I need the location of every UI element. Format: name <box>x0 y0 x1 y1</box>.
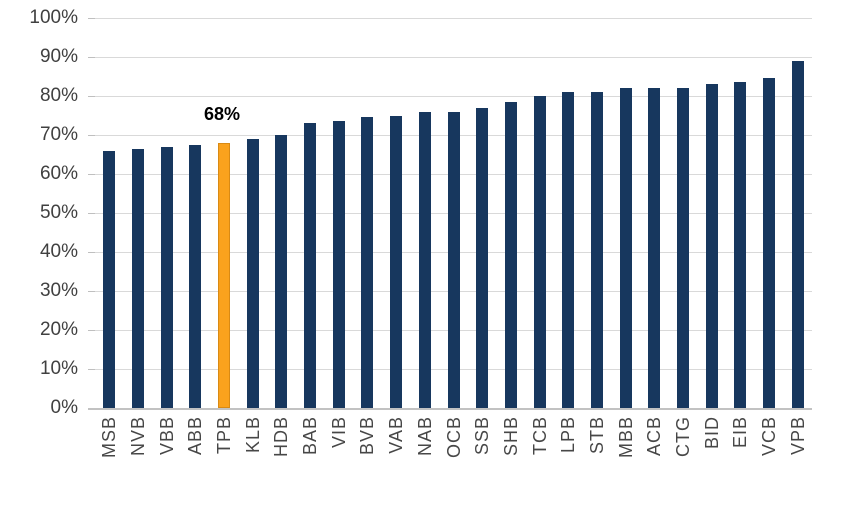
y-axis-tick-label: 100% <box>29 7 78 28</box>
y-tick-mark <box>88 291 95 292</box>
bar-VIB <box>332 121 345 408</box>
x-axis-tick-label-VCB: VCB <box>758 416 779 457</box>
x-axis-tick-label-BAB: BAB <box>300 416 321 456</box>
bar-STB <box>590 92 603 408</box>
x-axis-tick-label-VBB: VBB <box>156 416 177 456</box>
x-axis-tick-label-STB: STB <box>586 416 607 455</box>
gridline-100% <box>95 18 812 19</box>
x-axis-tick-label-NVB: NVB <box>128 416 149 457</box>
y-axis-tick-label: 10% <box>39 358 78 379</box>
x-axis-tick-label-VPB: VPB <box>787 416 808 456</box>
bar-NAB <box>418 111 431 408</box>
gridline-90% <box>95 57 812 58</box>
bar-ABB <box>189 144 202 408</box>
bar-VPB <box>791 60 804 408</box>
x-axis-tick-label-BID: BID <box>701 416 722 450</box>
y-axis-tick-label: 40% <box>39 241 78 262</box>
y-axis-tick-label: 60% <box>39 163 78 184</box>
y-axis-tick-label: 50% <box>39 202 78 223</box>
x-axis-tick-label-EIB: EIB <box>730 416 751 449</box>
x-axis-tick-label-CTG: CTG <box>672 416 693 457</box>
x-axis-tick-label-VIB: VIB <box>328 416 349 449</box>
bar-LPB <box>562 92 575 408</box>
y-tick-mark <box>88 96 95 97</box>
y-axis-tick-label: 20% <box>39 319 78 340</box>
bar-TCB <box>533 96 546 408</box>
gridline-80% <box>95 96 812 97</box>
y-tick-mark <box>88 369 95 370</box>
x-axis-tick-label-MBB: MBB <box>615 416 636 459</box>
bar-MSB <box>103 150 116 408</box>
bar-ACB <box>648 88 661 408</box>
x-axis-tick-label-BVB: BVB <box>357 416 378 456</box>
y-axis-tick-label: 0% <box>50 397 78 418</box>
bar-NVB <box>132 148 145 408</box>
data-label-68-percent: 68% <box>204 104 241 124</box>
x-axis-tick-label-HDB: HDB <box>271 416 292 458</box>
bar-BAB <box>304 123 317 408</box>
bar-VAB <box>390 115 403 408</box>
bar-BVB <box>361 117 374 408</box>
y-tick-mark <box>88 330 95 331</box>
x-axis-tick-label-SSB: SSB <box>472 416 493 456</box>
bar-SHB <box>504 101 517 408</box>
x-axis-tick-label-ABB: ABB <box>185 416 206 456</box>
y-tick-mark <box>88 57 95 58</box>
y-tick-mark <box>88 174 95 175</box>
highlighted-bar-TPB <box>218 142 231 408</box>
y-tick-mark <box>88 18 95 19</box>
y-axis-tick-label: 90% <box>39 46 78 67</box>
bar-KLB <box>246 138 259 408</box>
x-axis-tick-label-TPB: TPB <box>214 416 235 455</box>
y-axis-tick-label: 70% <box>39 124 78 145</box>
x-axis-tick-label-KLB: KLB <box>242 416 263 454</box>
bar-SSB <box>476 107 489 408</box>
x-axis-tick-label-SHB: SHB <box>500 416 521 457</box>
bar-OCB <box>447 111 460 408</box>
y-tick-mark <box>88 213 95 214</box>
x-axis-tick-label-ACB: ACB <box>644 416 665 457</box>
x-axis-tick-label-LPB: LPB <box>558 416 579 454</box>
bar-VCB <box>762 78 775 408</box>
x-axis-tick-label-VAB: VAB <box>386 416 407 454</box>
bar-HDB <box>275 135 288 408</box>
y-tick-mark <box>88 252 95 253</box>
x-axis-tick-label-MSB: MSB <box>99 416 120 459</box>
bar-BID <box>705 84 718 408</box>
x-axis-tick-label-TCB: TCB <box>529 416 550 455</box>
x-axis-line <box>88 408 812 410</box>
y-axis-tick-label: 30% <box>39 280 78 301</box>
bar-EIB <box>734 82 747 408</box>
bar-MBB <box>619 88 632 408</box>
bar-VBB <box>160 146 173 408</box>
y-axis-tick-label: 80% <box>39 85 78 106</box>
bar-CTG <box>676 88 689 408</box>
x-axis-tick-label-NAB: NAB <box>414 416 435 457</box>
y-tick-mark <box>88 135 95 136</box>
x-axis-tick-label-OCB: OCB <box>443 416 464 459</box>
